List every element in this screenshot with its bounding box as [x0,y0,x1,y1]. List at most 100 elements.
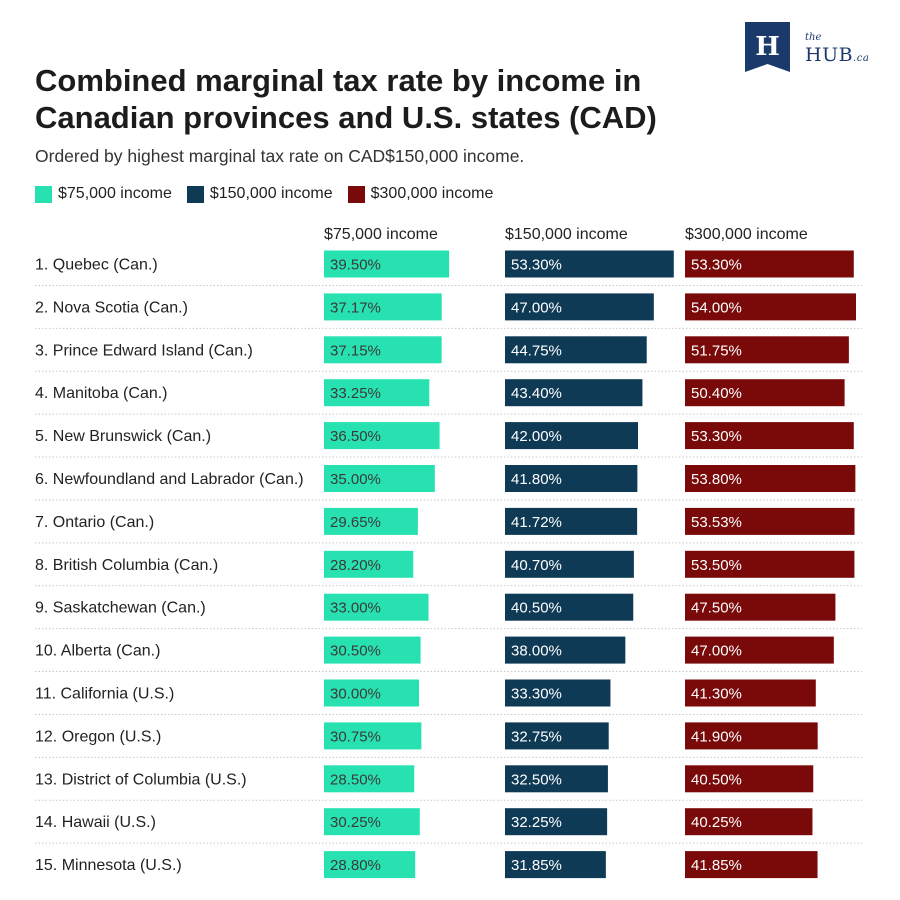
legend-item-150k: $150,000 income [186,185,333,203]
bar-150k [505,422,638,450]
bar-300k [685,379,845,407]
row-label: 4. Manitoba (Can.) [35,385,168,402]
bar-75k [324,507,418,535]
bar-label-300k: 41.30% [691,686,742,703]
bar-label-300k: 47.50% [691,600,742,617]
bar-label-150k: 32.75% [511,728,562,745]
bar-label-150k: 40.50% [511,600,562,617]
bar-label-300k: 54.00% [691,299,742,316]
bar-label-75k: 28.50% [330,771,381,788]
bar-label-150k: 32.50% [511,771,562,788]
bar-label-150k: 31.85% [511,857,562,874]
logo-word: HUB [805,44,854,66]
logo-the: the [805,32,822,43]
logo-suffix: .ca [853,53,870,64]
legend-swatch-300k [347,185,365,203]
bar-label-75k: 33.00% [330,600,381,617]
bar-300k [685,250,854,278]
row-label: 2. Nova Scotia (Can.) [35,299,188,316]
bar-label-300k: 41.90% [691,728,742,745]
bar-label-300k: 53.30% [691,428,742,445]
bar-label-300k: 53.30% [691,257,742,274]
bar-150k [505,851,606,879]
bar-label-150k: 43.40% [511,385,562,402]
legend: $75,000 income $150,000 income $300,000 … [35,185,508,203]
legend-item-300k: $300,000 income [347,185,494,203]
bar-150k [505,379,643,407]
bar-75k [324,851,416,879]
row-label: 5. New Brunswick (Can.) [35,428,211,445]
bar-75k [324,679,419,707]
bar-150k [505,722,609,750]
chart-title: Combined marginal tax rate by income in … [35,63,657,135]
bar-75k [324,250,450,278]
bar-75k [324,593,429,621]
bar-label-75k: 30.50% [330,643,381,660]
bar-label-300k: 40.50% [691,771,742,788]
bar-label-150k: 38.00% [511,643,562,660]
bar-150k [505,507,638,535]
column-header-300k: $300,000 income [685,226,808,243]
logo-banner-icon: H [745,22,790,72]
bar-75k [324,722,422,750]
bar-label-150k: 33.30% [511,686,562,703]
logo-wordmark: HUB.ca [805,44,869,66]
bar-300k [685,336,849,364]
bar-label-75k: 35.00% [330,471,381,488]
bar-label-75k: 39.50% [330,257,381,274]
column-header-150k: $150,000 income [505,226,628,243]
bar-label-300k: 50.40% [691,385,742,402]
row-label: 8. British Columbia (Can.) [35,557,218,574]
bar-75k [324,465,435,492]
bar-75k [324,293,442,321]
row-label: 9. Saskatchewan (Can.) [35,600,206,617]
column-header-75k: $75,000 income [324,226,438,243]
bar-label-75k: 28.80% [330,857,381,874]
bar-300k [685,722,818,750]
bar-label-75k: 30.25% [330,814,381,831]
chart-subtitle: Ordered by highest marginal tax rate on … [35,146,525,166]
bar-label-75k: 37.15% [330,342,381,359]
bar-label-300k: 53.53% [691,514,742,531]
bar-label-150k: 41.72% [511,514,562,531]
row-label: 11. California (U.S.) [35,686,174,703]
bar-label-150k: 53.30% [511,257,562,274]
bar-300k [685,507,855,535]
legend-label-300k: $300,000 income [370,185,494,202]
bar-75k [324,422,440,450]
bar-150k [505,636,626,664]
bar-300k [685,851,818,879]
row-label: 7. Ontario (Can.) [35,514,154,531]
bar-75k [324,379,430,407]
bar-label-300k: 47.00% [691,643,742,660]
legend-label-75k: $75,000 income [58,185,172,202]
bar-label-75k: 30.00% [330,686,381,703]
bar-label-300k: 40.25% [691,814,742,831]
bar-label-75k: 33.25% [330,385,381,402]
bar-300k [685,808,813,836]
bar-label-75k: 36.50% [330,428,381,445]
bar-label-75k: 28.20% [330,557,381,574]
bar-75k [324,765,415,793]
row-label: 15. Minnesota (U.S.) [35,857,182,874]
bar-150k [505,765,608,793]
bar-label-300k: 53.50% [691,557,742,574]
bar-300k [685,636,834,664]
legend-swatch-150k [186,185,204,203]
row-label: 12. Oregon (U.S.) [35,728,161,745]
bar-300k [685,550,855,578]
bar-150k [505,550,634,578]
bar-label-300k: 53.80% [691,471,742,488]
bar-75k [324,636,421,664]
legend-swatch-75k [35,185,52,203]
bar-75k [324,550,414,578]
bar-300k [685,293,856,321]
bar-label-300k: 41.85% [691,857,742,874]
bar-300k [685,422,854,450]
bar-label-150k: 32.25% [511,814,562,831]
bar-label-75k: 37.17% [330,299,381,316]
row-label: 1. Quebec (Can.) [35,257,158,274]
bar-150k [505,250,674,278]
legend-label-150k: $150,000 income [209,185,333,202]
